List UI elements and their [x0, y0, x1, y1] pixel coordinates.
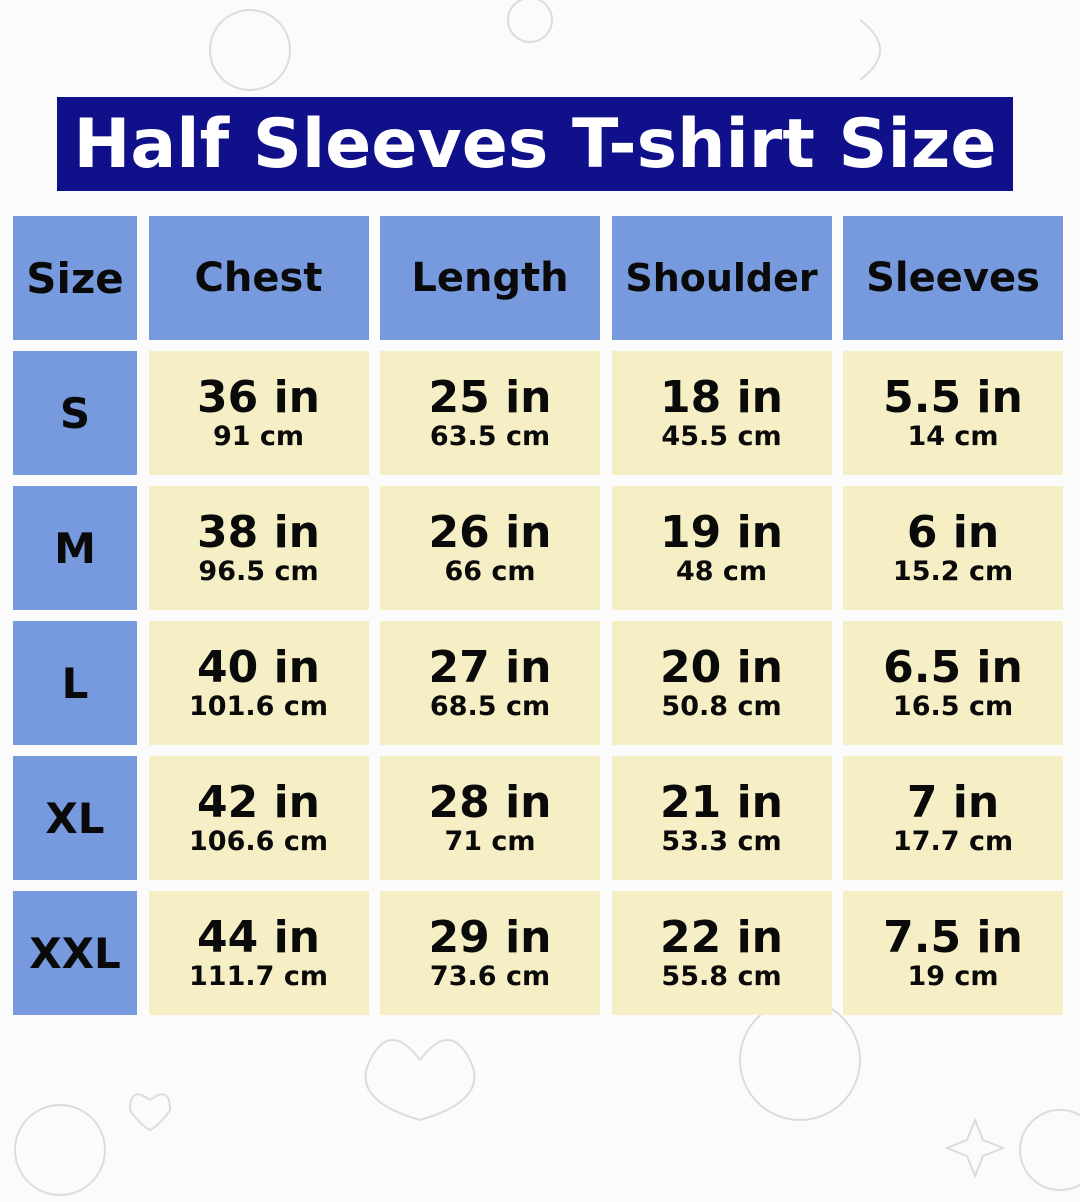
cm-value: 71 cm: [444, 826, 536, 857]
size-label: M: [13, 486, 137, 610]
cell-sleeves: 5.5 in 14 cm: [843, 351, 1063, 475]
cm-value: 91 cm: [212, 421, 305, 452]
inch-value: 27 in: [428, 642, 552, 693]
cell-shoulder: 19 in 48 cm: [611, 486, 832, 610]
cell-sleeves: 6 in 15.2 cm: [843, 486, 1063, 610]
size-label: S: [13, 351, 137, 475]
cell-length: 25 in 63.5 cm: [380, 351, 600, 475]
inch-value: 5.5 in: [883, 372, 1023, 423]
cm-value: 16.5 cm: [892, 691, 1014, 722]
cm-value: 50.8 cm: [661, 691, 782, 722]
cell-shoulder: 18 in 45.5 cm: [611, 351, 832, 475]
inch-value: 7.5 in: [883, 912, 1023, 963]
cm-value: 53.3 cm: [661, 826, 782, 857]
inch-value: 38 in: [197, 507, 320, 558]
header-chest: Chest: [148, 216, 369, 340]
cell-chest: 44 in 111.7 cm: [148, 891, 369, 1015]
cell-chest: 40 in 101.6 cm: [148, 621, 369, 745]
cm-value: 96.5 cm: [198, 556, 319, 587]
cm-value: 19 cm: [907, 961, 999, 992]
page-title: Half Sleeves T-shirt Size: [57, 97, 1013, 191]
cm-value: 14 cm: [907, 421, 999, 452]
inch-value: 7 in: [906, 777, 1000, 828]
inch-value: 40 in: [197, 642, 320, 693]
cell-shoulder: 21 in 53.3 cm: [611, 756, 832, 880]
cm-value: 106.6 cm: [189, 826, 328, 857]
cell-sleeves: 6.5 in 16.5 cm: [843, 621, 1063, 745]
cm-value: 111.7 cm: [189, 961, 328, 992]
cm-value: 17.7 cm: [892, 826, 1014, 857]
cm-value: 66 cm: [444, 556, 536, 587]
inch-value: 25 in: [428, 372, 552, 423]
inch-value: 28 in: [428, 777, 552, 828]
header-length: Length: [380, 216, 600, 340]
cell-chest: 36 in 91 cm: [148, 351, 369, 475]
inch-value: 6.5 in: [883, 642, 1023, 693]
cell-length: 26 in 66 cm: [380, 486, 600, 610]
inch-value: 21 in: [660, 777, 783, 828]
cell-sleeves: 7.5 in 19 cm: [843, 891, 1063, 1015]
cell-length: 29 in 73.6 cm: [380, 891, 600, 1015]
cell-sleeves: 7 in 17.7 cm: [843, 756, 1063, 880]
size-label: XL: [13, 756, 137, 880]
inch-value: 26 in: [428, 507, 552, 558]
cm-value: 45.5 cm: [661, 421, 782, 452]
cell-shoulder: 20 in 50.8 cm: [611, 621, 832, 745]
cm-value: 101.6 cm: [189, 691, 328, 722]
size-label: L: [13, 621, 137, 745]
cm-value: 55.8 cm: [661, 961, 782, 992]
header-shoulder: Shoulder: [611, 216, 832, 340]
cm-value: 63.5 cm: [429, 421, 551, 452]
inch-value: 18 in: [660, 372, 783, 423]
size-table: Size Chest Length Shoulder Sleeves S 36 in 91 c…: [13, 216, 1063, 1015]
inch-value: 19 in: [660, 507, 783, 558]
cell-chest: 42 in 106.6 cm: [148, 756, 369, 880]
header-size: Size: [13, 216, 137, 340]
cm-value: 15.2 cm: [892, 556, 1014, 587]
cell-shoulder: 22 in 55.8 cm: [611, 891, 832, 1015]
inch-value: 22 in: [660, 912, 783, 963]
header-sleeves: Sleeves: [843, 216, 1063, 340]
cm-value: 68.5 cm: [429, 691, 551, 722]
size-label: XXL: [13, 891, 137, 1015]
cell-length: 28 in 71 cm: [380, 756, 600, 880]
cm-value: 48 cm: [675, 556, 768, 587]
inch-value: 44 in: [197, 912, 320, 963]
inch-value: 29 in: [428, 912, 552, 963]
inch-value: 20 in: [660, 642, 783, 693]
inch-value: 36 in: [197, 372, 320, 423]
cell-chest: 38 in 96.5 cm: [148, 486, 369, 610]
inch-value: 42 in: [197, 777, 320, 828]
cell-length: 27 in 68.5 cm: [380, 621, 600, 745]
cm-value: 73.6 cm: [429, 961, 551, 992]
inch-value: 6 in: [906, 507, 1000, 558]
